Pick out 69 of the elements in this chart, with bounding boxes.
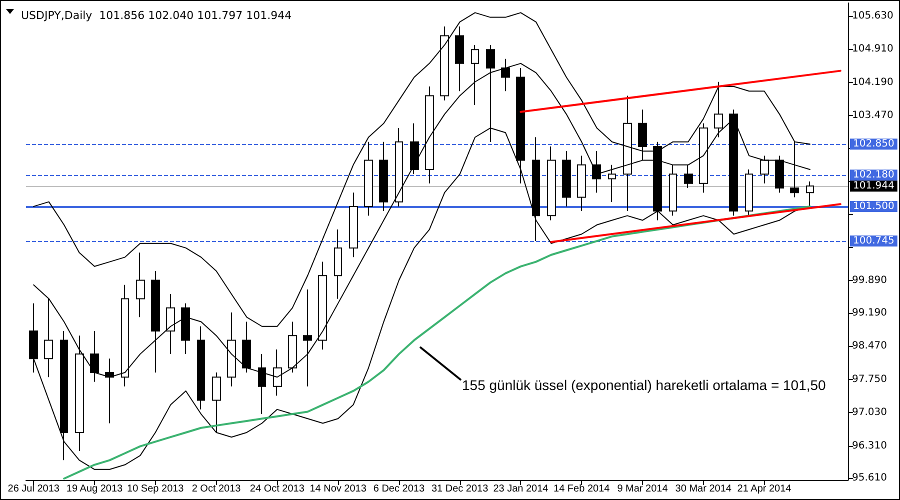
candlestick: [181, 302, 190, 355]
y-tick-label: 103.470: [852, 110, 894, 122]
x-tick-label: 30 Mar 2014: [675, 484, 732, 494]
x-tick-label: 10 Sep 2013: [127, 484, 184, 494]
ref-line-label: 101.500: [853, 200, 894, 212]
y-tick-label: 97.030: [852, 407, 887, 418]
y-tick-label: 97.750: [852, 374, 887, 385]
ref-line-label: 102.850: [853, 138, 894, 150]
x-tick-label: 14 Nov 2013: [310, 484, 367, 494]
y-tick-label: 104.910: [852, 44, 894, 55]
candlestick: [638, 109, 647, 161]
candlestick: [197, 326, 205, 410]
y-tick-label: 99.190: [852, 308, 887, 319]
candlestick: [714, 81, 723, 138]
candlestick: [806, 181, 814, 207]
candlestick: [592, 150, 601, 194]
candlestick: [136, 252, 145, 318]
candlestick: [318, 261, 327, 350]
y-tick-label: 99.890: [852, 275, 887, 286]
x-tick-label: 24 Oct 2013: [250, 484, 305, 494]
candlestick: [455, 26, 464, 92]
y-tick-label: 98.470: [852, 340, 887, 352]
annotation: 155 günlük üssel (exponential) hareketli ortalama = 101,50: [462, 377, 826, 393]
x-tick-label: 19 Aug 2013: [66, 484, 124, 494]
candlestick: [608, 164, 616, 202]
x-tick-label: 6 Dec 2013: [373, 484, 425, 494]
candlestick: [577, 155, 586, 212]
candlestick: [653, 141, 662, 221]
x-tick-label: 2 Oct 2013: [192, 484, 242, 494]
candlestick: [623, 95, 632, 212]
candlestick: [547, 146, 556, 221]
x-tick-label: 21 Apr 2014: [737, 484, 792, 494]
candlestick: [334, 229, 342, 300]
ref-line-label: 100.745: [853, 236, 894, 247]
candlestick: [760, 155, 769, 184]
candlestick: [288, 321, 297, 374]
candlestick: [166, 294, 175, 355]
y-tick-label: 104.190: [852, 76, 894, 88]
candlestick: [60, 330, 68, 461]
candlestick: [729, 109, 738, 216]
x-tick-label: 23 Jan 2014: [493, 484, 549, 494]
x-tick-label: 31 Dec 2013: [431, 484, 489, 494]
ref-line-label: 101.944: [853, 180, 894, 192]
x-tick-label: 26 Jul 2013: [8, 484, 60, 494]
x-tick-label: 14 Feb 2014: [554, 484, 610, 494]
candlestick: [440, 26, 449, 101]
candlestick: [790, 141, 799, 198]
candlestick: [379, 141, 388, 212]
candlestick: [562, 150, 571, 207]
candlestick: [669, 164, 677, 216]
candlestick: [532, 136, 540, 242]
candlestick: [745, 169, 753, 216]
candlestick: [425, 86, 434, 184]
candlestick: [775, 155, 784, 194]
y-tick-label: 96.310: [852, 440, 887, 452]
candlestick: [212, 372, 221, 433]
candlestick: [151, 270, 160, 374]
y-tick-label: 105.630: [852, 10, 894, 22]
x-tick-label: 9 Mar 2014: [617, 484, 668, 494]
candlestick: [395, 128, 403, 207]
y-tick-label: 95.610: [852, 472, 887, 484]
candlestick: [699, 122, 708, 194]
text: USDJPY,Daily 101.856 102.040 101.797 101.944: [21, 9, 292, 22]
candlestick: [349, 192, 358, 258]
candlestick: [242, 321, 251, 374]
ref-line-label: 102.180: [853, 170, 894, 181]
candlestick: [684, 164, 693, 188]
candlestick: [410, 122, 419, 175]
candlestick: [364, 141, 373, 216]
